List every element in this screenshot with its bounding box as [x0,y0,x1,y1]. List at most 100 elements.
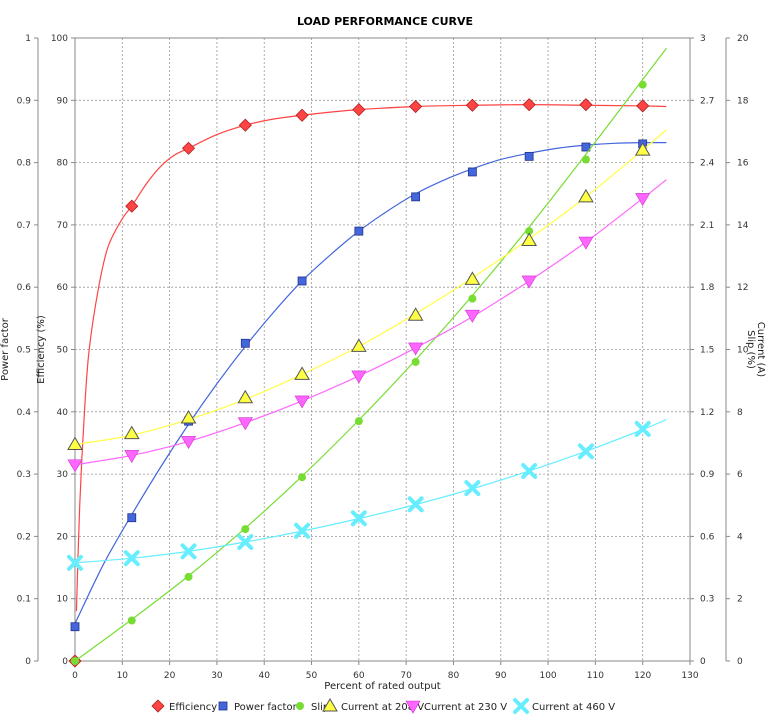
data-point-current-at-230-v [181,436,197,449]
efficiency-tick-label: 50 [57,346,69,356]
current-tick-label: 12 [737,283,748,293]
legend-marker-current-at-208-v [322,698,338,712]
data-point-efficiency [579,98,593,112]
data-point-efficiency [295,108,309,122]
current-tick-label: 16 [737,159,749,169]
legend-label-current-at-208-v: Current at 208 V [341,702,424,713]
series-current-at-208-v [67,129,667,451]
data-point-slip [71,657,79,665]
efficiency-axis-label: Efficiency (%) [36,315,47,384]
data-point-current-at-460-v-stroke-b [407,496,424,513]
data-point-current-at-208-v [294,366,310,380]
series-current-at-460-v [67,419,667,571]
data-point-current-at-208-v [123,425,140,440]
data-point-slip [298,473,307,482]
data-point-current-at-460-v-stroke-b [350,510,367,527]
current-tick-label: 18 [737,96,749,106]
data-point-current-at-230-v [578,236,594,250]
x-tick-label: 20 [164,671,176,681]
legend-item-current-at-460-v: Current at 460 V [513,698,615,714]
efficiency-tick-label: 10 [57,595,69,605]
data-point-current-at-230-v [351,370,367,384]
data-point-current-at-230-v [294,395,310,409]
power_factor-tick-label: 0.5 [17,346,31,356]
x-tick-label: 120 [634,671,651,681]
current-tick-label: 8 [737,408,743,418]
data-point-current-at-208-v [350,338,367,352]
data-point-current-at-460-v [180,543,197,560]
data-point-current-at-460-v-stroke-b [123,550,140,567]
data-point-current-at-230-v [408,342,424,356]
efficiency-tick-label: 30 [57,470,69,480]
efficiency-tick-label: 20 [57,532,69,542]
x-tick-label: 70 [400,671,412,681]
data-point-current-at-208-v [578,188,594,203]
slip-tick-label: 2.4 [700,159,715,169]
data-point-efficiency [181,141,196,155]
efficiency-tick-label: 0 [62,657,68,667]
slip-tick-label: 2.7 [700,96,714,106]
x-tick-label: 10 [117,671,129,681]
data-point-slip [638,80,647,89]
slip-tick-label: 0 [700,657,706,667]
data-point-efficiency [465,98,479,112]
x-tick-label: 60 [353,671,365,681]
data-point-current-at-460-v-stroke-b [67,554,83,571]
x-tick-label: 80 [448,671,460,681]
data-point-slip [411,357,420,366]
data-point-slip [127,616,136,625]
legend-marker-current-at-460-v-stroke-b [513,698,529,714]
series-line-current-at-460-v [74,419,667,564]
data-point-power-factor [127,513,137,523]
power_factor-tick-label: 0.1 [17,595,31,605]
current-tick-label: 2 [737,595,743,605]
data-point-slip [468,294,477,303]
data-point-current-at-230-v [237,417,253,431]
data-point-current-at-208-v [67,436,83,451]
data-point-current-at-230-v [521,275,537,289]
legend-marker-efficiency [151,699,165,713]
series-slip [71,48,667,665]
data-point-current-at-460-v-stroke-b [634,420,651,437]
data-point-power-factor [70,622,80,632]
legend-label-slip: Slip [311,702,329,713]
legend-item-efficiency: Efficiency [151,699,217,713]
data-point-power-factor [467,167,477,177]
power_factor-tick-label: 0.3 [17,470,31,480]
current-tick-label: 4 [737,532,743,542]
data-point-current-at-460-v-stroke-b [180,543,197,560]
legend-marker-current-at-460-v [513,698,529,714]
data-point-power-factor [240,338,250,348]
series-line-power-factor [74,142,667,624]
efficiency-tick-label: 90 [57,96,69,106]
data-point-current-at-208-v [237,389,254,404]
legend-label-current-at-460-v: Current at 460 V [532,702,615,713]
power_factor-tick-label: 0.7 [17,221,31,231]
efficiency-tick-label: 100 [51,34,68,44]
data-point-current-at-460-v-stroke-b [237,534,254,551]
data-point-efficiency [352,103,366,117]
current-tick-label: 0 [737,657,743,667]
legend-marker-power-factor [218,701,228,711]
current-axis-label: Current (A) [755,322,766,377]
current-tick-label: 10 [737,346,749,356]
current-tick-label: 20 [737,34,749,44]
data-point-current-at-460-v [407,496,424,513]
legend: Efficiency Power factor Slip Current at 208… [151,698,615,714]
data-point-current-at-460-v-stroke-b [294,522,311,539]
data-point-current-at-208-v [521,232,538,246]
series-current-at-230-v [67,179,667,473]
current-tick-label: 6 [737,470,743,480]
slip-tick-label: 2.1 [700,221,714,231]
legend-marker-slip [296,702,304,710]
data-point-current-at-460-v [521,462,538,479]
legend-item-current-at-230-v: Current at 230 V [405,700,507,714]
x-tick-label: 40 [259,671,271,681]
data-point-slip [241,525,250,534]
data-point-current-at-208-v [180,410,197,424]
x-axis-label: Percent of rated output [324,681,441,692]
data-point-efficiency [522,98,536,112]
data-point-current-at-460-v [350,510,367,527]
